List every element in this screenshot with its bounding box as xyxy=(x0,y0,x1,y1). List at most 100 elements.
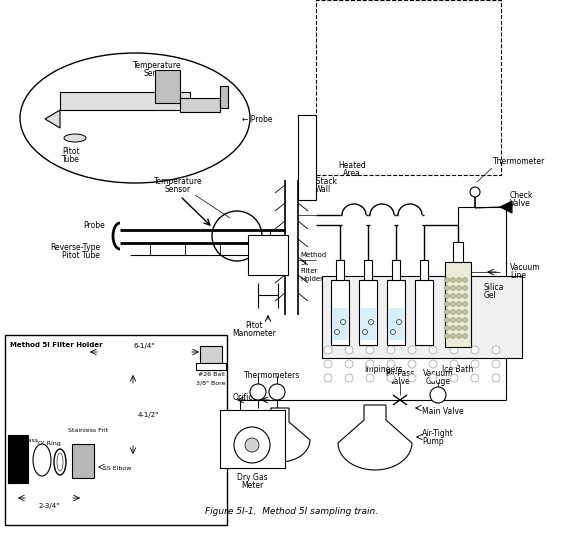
Bar xyxy=(322,276,522,358)
Polygon shape xyxy=(250,408,310,462)
Circle shape xyxy=(451,286,455,290)
Text: ← Probe: ← Probe xyxy=(242,115,273,124)
Text: Pitot Tube: Pitot Tube xyxy=(62,252,100,261)
Text: Pitot: Pitot xyxy=(245,320,263,329)
Text: Check: Check xyxy=(510,190,534,199)
Bar xyxy=(331,280,349,345)
Bar xyxy=(453,242,463,262)
Circle shape xyxy=(492,374,500,382)
Bar xyxy=(196,363,226,370)
Text: Main Valve: Main Valve xyxy=(422,407,463,416)
Circle shape xyxy=(451,310,455,314)
Text: 2-3/4": 2-3/4" xyxy=(38,503,60,509)
Bar xyxy=(200,346,222,370)
Circle shape xyxy=(429,346,437,354)
Circle shape xyxy=(345,346,353,354)
Text: 5I: 5I xyxy=(300,260,306,266)
Bar xyxy=(155,70,180,103)
Text: ← Stack: ← Stack xyxy=(307,177,337,187)
Text: SS Elbow: SS Elbow xyxy=(103,465,132,471)
Circle shape xyxy=(444,318,450,322)
Circle shape xyxy=(456,318,462,322)
Text: SS: SS xyxy=(73,445,81,449)
Circle shape xyxy=(471,346,479,354)
Bar xyxy=(248,235,288,275)
Text: 3/8" Bore: 3/8" Bore xyxy=(196,381,226,385)
Circle shape xyxy=(345,374,353,382)
Text: Vacuum: Vacuum xyxy=(423,369,454,378)
Bar xyxy=(220,86,228,108)
Circle shape xyxy=(451,294,455,298)
Polygon shape xyxy=(45,110,60,128)
Circle shape xyxy=(456,326,462,330)
Text: Temperature: Temperature xyxy=(133,61,182,69)
Circle shape xyxy=(387,346,395,354)
Circle shape xyxy=(470,187,480,197)
Text: Vacuum: Vacuum xyxy=(510,263,541,272)
Text: 6-1/4": 6-1/4" xyxy=(133,343,155,349)
Text: Silica: Silica xyxy=(484,284,505,293)
Text: Valve: Valve xyxy=(510,198,531,207)
Ellipse shape xyxy=(20,53,250,183)
Circle shape xyxy=(456,310,462,314)
Bar xyxy=(5,335,227,525)
Circle shape xyxy=(456,286,462,290)
Text: Sensor: Sensor xyxy=(165,185,191,195)
Bar xyxy=(298,115,316,200)
Bar xyxy=(387,280,405,345)
Circle shape xyxy=(444,278,450,282)
Bar xyxy=(332,308,348,340)
Text: Reverse-Type: Reverse-Type xyxy=(50,244,100,253)
Circle shape xyxy=(492,360,500,368)
Text: Orifice: Orifice xyxy=(233,393,258,402)
Text: Dry Gas: Dry Gas xyxy=(237,472,267,481)
Text: Temperature: Temperature xyxy=(154,177,202,187)
Circle shape xyxy=(451,278,455,282)
Bar xyxy=(420,260,428,280)
Circle shape xyxy=(451,318,455,322)
Circle shape xyxy=(245,438,259,452)
Bar xyxy=(316,0,501,175)
Circle shape xyxy=(324,360,332,368)
Circle shape xyxy=(450,346,458,354)
Circle shape xyxy=(462,310,467,314)
Circle shape xyxy=(456,294,462,298)
Circle shape xyxy=(234,427,270,463)
Text: Heated: Heated xyxy=(338,160,366,169)
Bar xyxy=(360,308,376,340)
Circle shape xyxy=(462,334,467,338)
Circle shape xyxy=(366,346,374,354)
Circle shape xyxy=(450,374,458,382)
Bar xyxy=(415,280,433,345)
Text: Gel: Gel xyxy=(484,292,496,301)
Bar xyxy=(445,262,471,347)
Text: Meter: Meter xyxy=(241,481,263,489)
Text: Filter: Filter xyxy=(300,268,317,274)
Text: By-Pass: By-Pass xyxy=(385,369,415,378)
Circle shape xyxy=(345,360,353,368)
Circle shape xyxy=(387,374,395,382)
Bar xyxy=(388,308,404,340)
Text: 'O' Ring: 'O' Ring xyxy=(35,440,60,446)
Text: Manometer: Manometer xyxy=(232,328,276,337)
Circle shape xyxy=(456,334,462,338)
Text: Valve: Valve xyxy=(390,377,411,386)
Text: Pitot: Pitot xyxy=(62,148,79,157)
Text: Wall: Wall xyxy=(315,185,331,195)
Circle shape xyxy=(492,346,500,354)
Circle shape xyxy=(451,302,455,306)
Text: Method: Method xyxy=(300,252,326,258)
Circle shape xyxy=(456,278,462,282)
Circle shape xyxy=(324,346,332,354)
Circle shape xyxy=(408,346,416,354)
Circle shape xyxy=(444,334,450,338)
Circle shape xyxy=(408,360,416,368)
Circle shape xyxy=(429,360,437,368)
Ellipse shape xyxy=(57,453,63,471)
Text: Probe: Probe xyxy=(84,221,105,230)
Circle shape xyxy=(462,302,467,306)
Text: Holder: Holder xyxy=(300,276,323,282)
Text: Air-Tight: Air-Tight xyxy=(422,430,454,439)
Bar xyxy=(60,92,190,110)
Text: Line: Line xyxy=(510,271,526,280)
